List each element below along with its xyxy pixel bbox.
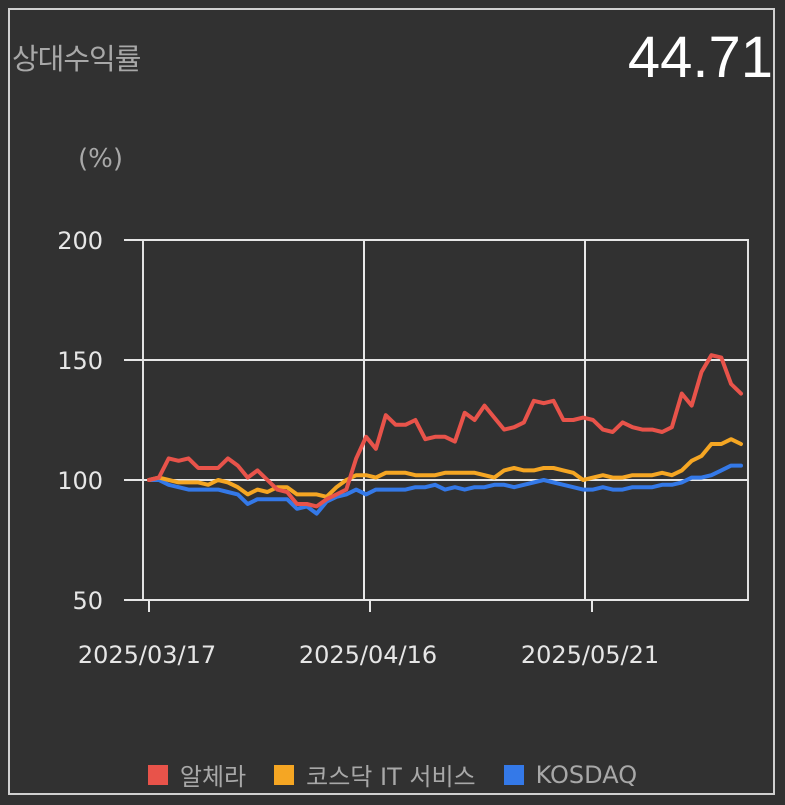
y-tick-label: 150 [57,347,103,375]
legend-item-kosdaq-it: 코스닥 IT 서비스 [274,757,476,792]
legend-item-alchera: 알체라 [147,757,247,792]
x-tick-label: 2025/05/21 [521,641,659,669]
legend-swatch [147,764,168,785]
grid [124,239,749,612]
x-tick-label: 2025/03/17 [78,641,216,669]
legend-label: KOSDAQ [535,760,638,789]
series-line-2 [147,463,743,516]
legend-swatch [503,764,524,785]
headline-value: 44.71 [627,25,773,90]
unit-label: (%) [78,144,123,174]
chart-title: 상대수익률 [12,42,141,76]
series-line-0 [147,353,743,509]
series-line-1 [147,437,743,499]
legend-swatch [274,764,295,785]
legend-item-kosdaq: KOSDAQ [503,760,638,789]
series-lines [147,353,743,516]
legend: 알체라 코스닥 IT 서비스 KOSDAQ [0,757,785,792]
x-tick-label: 2025/04/16 [299,641,437,669]
legend-label: 코스닥 IT 서비스 [306,763,476,791]
tick-labels: 200 150 100 50 2025/03/17 2025/04/16 2025/05/2… [57,227,659,669]
line-chart: (%) 200 150 100 50 2025/03/17 2025/04/16 2025/… [57,144,749,669]
y-tick-label: 100 [57,467,103,495]
plot-border [142,239,749,601]
chart-frame [8,8,775,795]
y-tick-label: 50 [72,587,103,615]
y-tick-label: 200 [57,227,103,255]
legend-label: 알체라 [179,763,247,791]
